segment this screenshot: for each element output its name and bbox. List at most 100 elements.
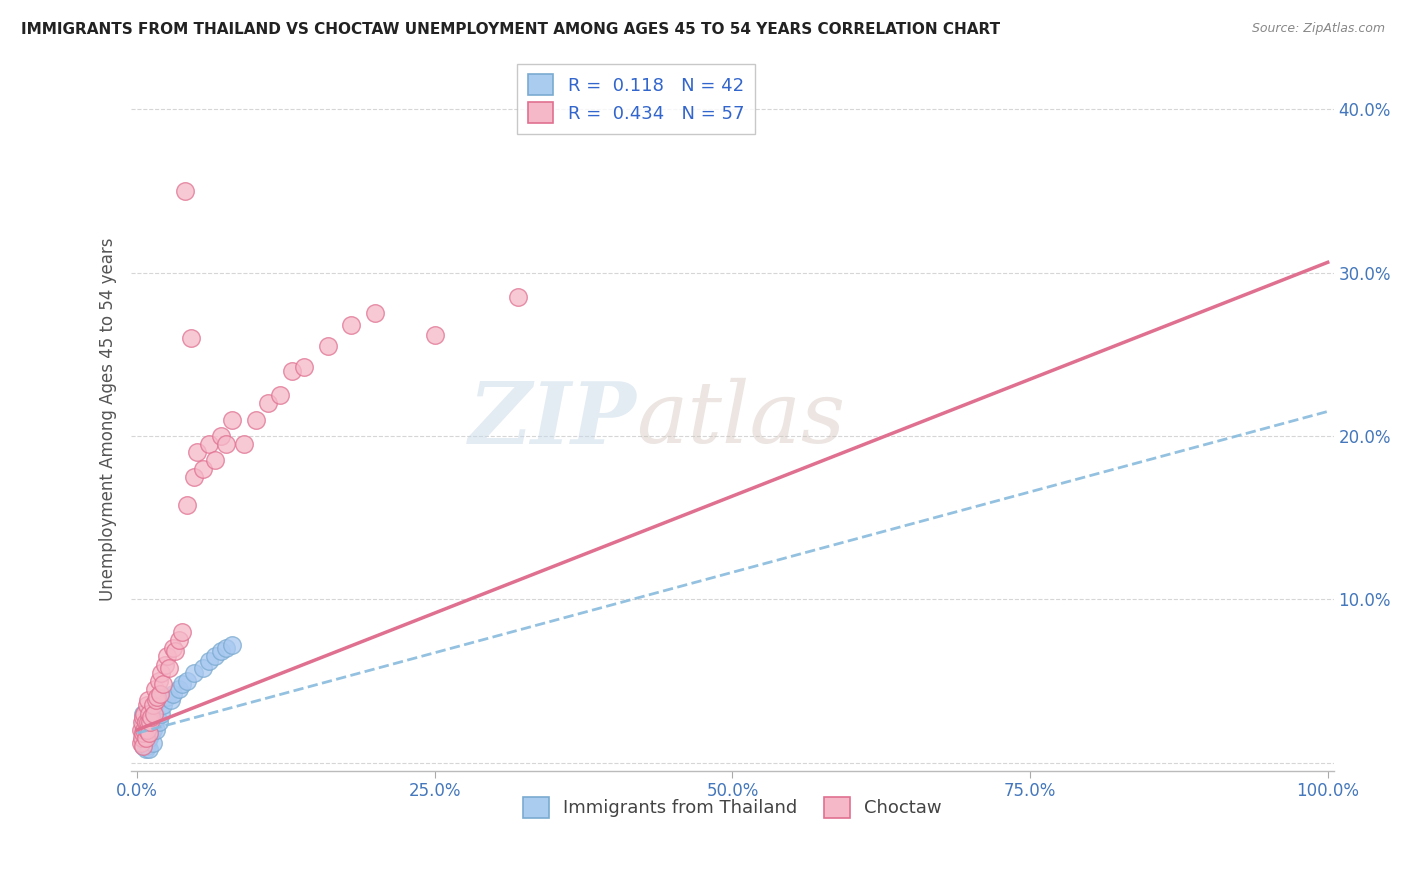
Point xyxy=(132,739,155,754)
Point xyxy=(142,706,165,721)
Point xyxy=(132,726,155,740)
Point xyxy=(135,742,157,756)
Point xyxy=(132,731,155,745)
Point xyxy=(152,677,174,691)
Point xyxy=(364,306,387,320)
Point xyxy=(145,693,167,707)
Point xyxy=(180,331,202,345)
Legend: Immigrants from Thailand, Choctaw: Immigrants from Thailand, Choctaw xyxy=(516,789,949,825)
Point xyxy=(135,736,157,750)
Point xyxy=(142,723,165,737)
Point xyxy=(129,736,152,750)
Point xyxy=(138,720,160,734)
Point xyxy=(245,412,267,426)
Point xyxy=(132,739,155,754)
Point xyxy=(135,723,157,737)
Point xyxy=(134,706,156,721)
Point xyxy=(132,714,155,729)
Point xyxy=(135,731,157,745)
Point xyxy=(150,706,173,721)
Point xyxy=(156,690,179,705)
Point xyxy=(148,714,170,729)
Point xyxy=(148,673,170,688)
Text: Source: ZipAtlas.com: Source: ZipAtlas.com xyxy=(1251,22,1385,36)
Point xyxy=(183,469,205,483)
Point xyxy=(138,742,160,756)
Point xyxy=(172,624,194,639)
Point xyxy=(269,388,291,402)
Point xyxy=(215,437,238,451)
Point xyxy=(209,429,232,443)
Point xyxy=(197,654,219,668)
Point xyxy=(146,710,169,724)
Point xyxy=(176,498,198,512)
Text: atlas: atlas xyxy=(637,378,845,461)
Point xyxy=(204,453,226,467)
Point xyxy=(136,731,159,745)
Point xyxy=(141,726,163,740)
Point xyxy=(142,698,165,713)
Point xyxy=(340,318,363,332)
Point xyxy=(165,644,187,658)
Point xyxy=(153,657,176,672)
Point xyxy=(143,681,166,696)
Point xyxy=(150,665,173,680)
Point xyxy=(159,693,181,707)
Point xyxy=(292,360,315,375)
Point xyxy=(135,739,157,754)
Point xyxy=(135,714,157,729)
Point xyxy=(156,649,179,664)
Point xyxy=(191,661,214,675)
Y-axis label: Unemployment Among Ages 45 to 54 years: Unemployment Among Ages 45 to 54 years xyxy=(100,238,117,601)
Point xyxy=(132,710,155,724)
Point xyxy=(257,396,280,410)
Point xyxy=(167,681,190,696)
Point xyxy=(423,327,446,342)
Point xyxy=(162,687,184,701)
Point xyxy=(136,693,159,707)
Point xyxy=(135,720,157,734)
Point xyxy=(136,706,159,721)
Point xyxy=(135,726,157,740)
Point xyxy=(233,437,256,451)
Point xyxy=(149,687,172,701)
Text: ZIP: ZIP xyxy=(468,378,637,461)
Point xyxy=(183,665,205,680)
Point xyxy=(191,461,214,475)
Point xyxy=(215,641,238,656)
Point xyxy=(129,723,152,737)
Text: IMMIGRANTS FROM THAILAND VS CHOCTAW UNEMPLOYMENT AMONG AGES 45 TO 54 YEARS CORRE: IMMIGRANTS FROM THAILAND VS CHOCTAW UNEM… xyxy=(21,22,1000,37)
Point xyxy=(221,638,243,652)
Point xyxy=(131,731,153,745)
Point xyxy=(135,698,157,713)
Point xyxy=(132,706,155,721)
Point xyxy=(145,723,167,737)
Point xyxy=(152,698,174,713)
Point xyxy=(209,644,232,658)
Point xyxy=(141,714,163,729)
Point xyxy=(143,714,166,729)
Point xyxy=(138,726,160,740)
Point xyxy=(316,339,339,353)
Point xyxy=(167,633,190,648)
Point xyxy=(146,690,169,705)
Point xyxy=(162,641,184,656)
Point xyxy=(136,714,159,729)
Point xyxy=(143,698,166,713)
Point xyxy=(197,437,219,451)
Point xyxy=(136,723,159,737)
Point xyxy=(281,363,304,377)
Point xyxy=(139,714,162,729)
Point xyxy=(141,710,163,724)
Point xyxy=(221,412,243,426)
Point xyxy=(138,706,160,721)
Point xyxy=(132,723,155,737)
Point xyxy=(142,736,165,750)
Point xyxy=(176,673,198,688)
Point xyxy=(157,661,180,675)
Point xyxy=(134,723,156,737)
Point xyxy=(135,714,157,729)
Point xyxy=(135,726,157,740)
Point xyxy=(173,184,195,198)
Point xyxy=(131,714,153,729)
